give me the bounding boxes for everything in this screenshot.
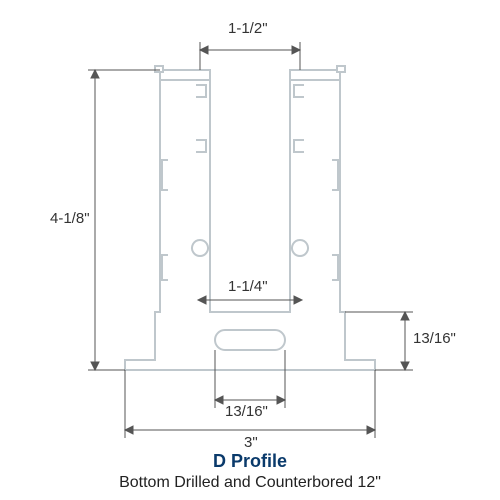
dim-inner-width: 1-1/4" <box>228 278 268 295</box>
dim-overall-height: 4-1/8" <box>50 210 90 227</box>
dim-top-width: 1-1/2" <box>228 20 268 37</box>
dim-base-height: 13/16" <box>413 330 456 347</box>
profile-svg <box>0 0 500 500</box>
dim-overall-width: 3" <box>244 434 258 451</box>
dim-slot-width: 13/16" <box>225 403 268 420</box>
profile-title: D Profile <box>0 451 500 472</box>
dimension-lines <box>88 42 413 438</box>
profile-body <box>125 66 375 370</box>
profile-subtitle: Bottom Drilled and Counterbored 12" <box>0 474 500 492</box>
profile-diagram: 1-1/2" 4-1/8" 1-1/4" 13/16" 13/16" 3" D … <box>0 0 500 500</box>
